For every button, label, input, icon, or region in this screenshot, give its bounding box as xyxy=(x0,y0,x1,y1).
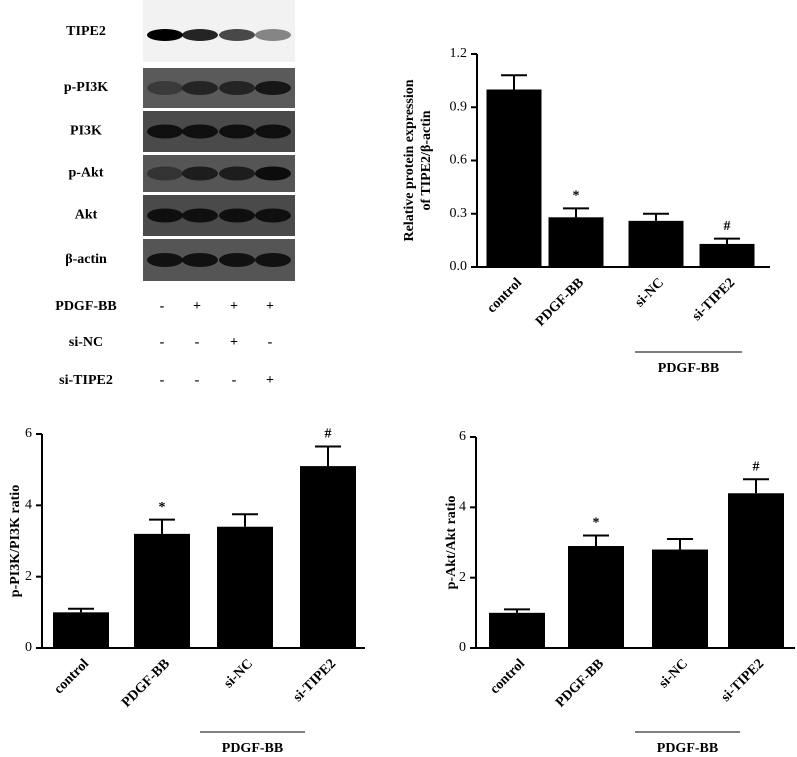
y-tick-label: 2 xyxy=(459,570,466,585)
y-tick-label: 2 xyxy=(25,569,32,584)
blot-band xyxy=(219,166,255,181)
blot-band xyxy=(255,208,291,223)
y-tick-label: 6 xyxy=(459,429,466,444)
blot-row-label: β-actin xyxy=(65,252,107,267)
treatment-sign: + xyxy=(266,373,274,388)
treatment-sign: + xyxy=(230,299,238,314)
y-axis-label: of TIPE2/β-actin xyxy=(419,110,434,210)
treatment-sign: - xyxy=(195,335,200,350)
bar xyxy=(568,546,624,648)
x-tick-label: PDGF-BB xyxy=(119,656,173,710)
group-label: PDGF-BB xyxy=(658,361,719,376)
bar xyxy=(699,243,755,267)
bar xyxy=(300,466,356,648)
bar xyxy=(548,217,604,267)
blot-band xyxy=(182,81,218,95)
x-tick-label: si-TIPE2 xyxy=(690,275,739,324)
blot-band xyxy=(255,29,291,41)
blot-row-label: p-Akt xyxy=(68,166,103,181)
blot-band xyxy=(182,124,218,139)
bar xyxy=(728,493,784,648)
treatment-sign: - xyxy=(268,335,273,350)
blot-band xyxy=(147,81,183,95)
blot-row-label: TIPE2 xyxy=(66,24,106,39)
blot-band xyxy=(147,253,183,267)
treatment-sign: - xyxy=(160,373,165,388)
blot-band xyxy=(219,208,255,223)
x-tick-label: control xyxy=(484,275,525,316)
blot-band xyxy=(255,166,291,181)
x-tick-label: control xyxy=(487,656,528,697)
y-tick-label: 4 xyxy=(459,500,466,515)
treatment-sign: - xyxy=(195,373,200,388)
treatment-sign: - xyxy=(160,299,165,314)
blot-band xyxy=(219,253,255,267)
treatment-label: PDGF-BB xyxy=(55,299,116,314)
significance-mark: # xyxy=(753,459,760,474)
bar xyxy=(53,612,109,648)
x-tick-label: si-TIPE2 xyxy=(291,656,340,705)
x-tick-label: si-TIPE2 xyxy=(719,656,768,705)
y-axis-label: p-PI3K/PI3K ratio xyxy=(8,485,23,597)
x-tick-label: control xyxy=(51,656,92,697)
blot-band xyxy=(219,124,255,139)
treatment-sign: + xyxy=(230,335,238,350)
bar xyxy=(489,612,545,648)
y-tick-label: 0 xyxy=(459,640,466,655)
x-tick-label: si-NC xyxy=(221,656,256,691)
x-tick-label: PDGF-BB xyxy=(533,275,587,329)
group-label: PDGF-BB xyxy=(222,741,283,756)
bar xyxy=(217,526,273,648)
blot-row-label: Akt xyxy=(75,208,98,223)
blot-band xyxy=(182,208,218,223)
blot-band xyxy=(182,166,218,181)
blot-band xyxy=(147,208,183,223)
treatment-label: si-TIPE2 xyxy=(59,373,113,388)
blot-band xyxy=(182,29,218,41)
bar xyxy=(628,220,684,267)
blot-band xyxy=(147,124,183,139)
x-tick-label: si-NC xyxy=(632,275,667,310)
blot-band xyxy=(147,29,183,41)
blot-band xyxy=(219,29,255,41)
treatment-label: si-NC xyxy=(69,335,103,350)
significance-mark: * xyxy=(593,516,600,531)
y-tick-label: 0.3 xyxy=(450,206,468,221)
y-tick-label: 0.6 xyxy=(450,153,468,168)
y-axis-label: Relative protein expression xyxy=(402,79,417,241)
significance-mark: # xyxy=(724,219,731,234)
bar xyxy=(652,549,708,648)
y-axis-label: p-Akt/Akt ratio xyxy=(444,496,459,590)
x-tick-label: si-NC xyxy=(656,656,691,691)
y-tick-label: 0.9 xyxy=(450,99,468,114)
treatment-sign: - xyxy=(232,373,237,388)
blot-band xyxy=(255,124,291,139)
blot-band xyxy=(219,81,255,95)
x-tick-label: PDGF-BB xyxy=(553,656,607,710)
significance-mark: * xyxy=(573,189,580,204)
bar xyxy=(134,533,190,648)
blot-row-label: p-PI3K xyxy=(64,80,108,95)
bar xyxy=(486,89,542,267)
significance-mark: # xyxy=(325,427,332,442)
treatment-sign: - xyxy=(160,335,165,350)
blot-band xyxy=(255,81,291,95)
blot-band xyxy=(147,166,183,181)
y-tick-label: 0.0 xyxy=(450,259,468,274)
y-tick-label: 1.2 xyxy=(450,46,468,61)
treatment-sign: + xyxy=(266,299,274,314)
y-tick-label: 6 xyxy=(25,426,32,441)
y-tick-label: 0 xyxy=(25,640,32,655)
blot-band xyxy=(182,253,218,267)
blot-row-label: PI3K xyxy=(70,124,102,139)
group-label: PDGF-BB xyxy=(657,741,718,756)
blot-band xyxy=(255,253,291,267)
significance-mark: * xyxy=(159,500,166,515)
treatment-sign: + xyxy=(193,299,201,314)
y-tick-label: 4 xyxy=(25,498,32,513)
